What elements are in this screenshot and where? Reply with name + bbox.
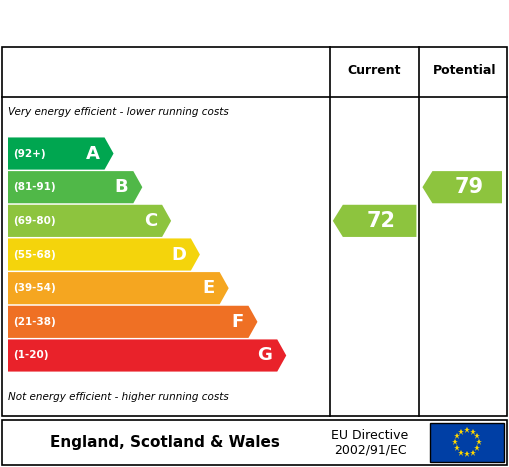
Text: Not energy efficient - higher running costs: Not energy efficient - higher running co…: [8, 392, 229, 402]
Text: England, Scotland & Wales: England, Scotland & Wales: [50, 435, 280, 450]
Polygon shape: [333, 205, 416, 237]
Text: G: G: [258, 347, 272, 364]
Polygon shape: [8, 239, 200, 270]
Text: C: C: [144, 212, 157, 230]
Text: Energy Efficiency Rating: Energy Efficiency Rating: [11, 13, 318, 32]
Text: 72: 72: [367, 211, 396, 231]
Text: (55-68): (55-68): [13, 249, 56, 260]
Polygon shape: [8, 205, 171, 237]
Polygon shape: [422, 171, 502, 203]
Polygon shape: [8, 137, 114, 170]
Text: (69-80): (69-80): [13, 216, 55, 226]
Text: (81-91): (81-91): [13, 182, 55, 192]
Text: Potential: Potential: [433, 64, 496, 78]
Text: B: B: [115, 178, 128, 196]
Polygon shape: [8, 171, 143, 203]
Text: 2002/91/EC: 2002/91/EC: [334, 444, 406, 456]
Bar: [430, 423, 504, 462]
Polygon shape: [8, 340, 286, 372]
Polygon shape: [8, 272, 229, 304]
Text: Current: Current: [348, 64, 402, 78]
Text: F: F: [231, 313, 243, 331]
Text: (39-54): (39-54): [13, 283, 56, 293]
Text: A: A: [86, 144, 100, 163]
Text: 79: 79: [455, 177, 484, 197]
Text: (21-38): (21-38): [13, 317, 56, 327]
Polygon shape: [8, 306, 258, 338]
Text: (92+): (92+): [13, 149, 46, 158]
Text: Very energy efficient - lower running costs: Very energy efficient - lower running co…: [8, 107, 229, 117]
Text: D: D: [171, 246, 186, 263]
Text: E: E: [203, 279, 215, 297]
Text: (1-20): (1-20): [13, 351, 48, 361]
Text: EU Directive: EU Directive: [331, 430, 409, 442]
